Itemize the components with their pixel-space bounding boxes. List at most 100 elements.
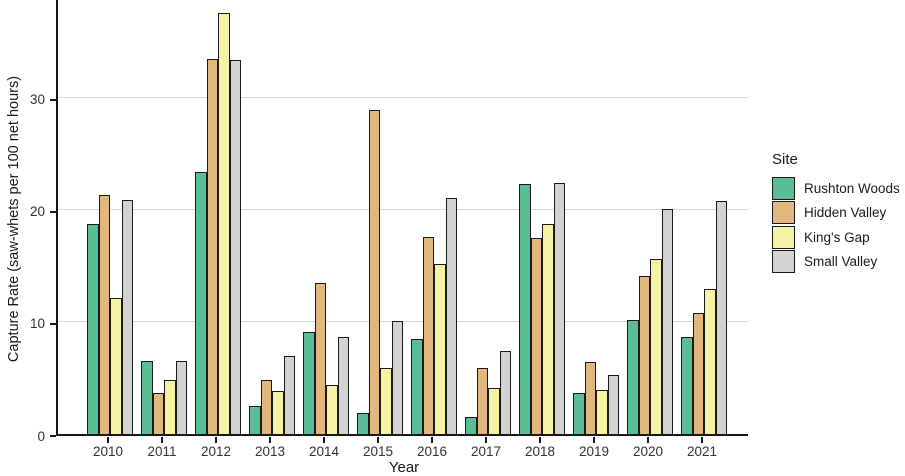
legend-entry-rushton-woods: Rushton Woods xyxy=(772,176,900,201)
legend-swatch xyxy=(772,201,795,225)
bar-2012-rushton-woods xyxy=(195,171,207,434)
y-tick-mark xyxy=(50,211,56,213)
x-tick-label-2018: 2018 xyxy=(524,444,556,459)
bar-2012-small-valley xyxy=(229,59,241,434)
bar-2019-hidden-valley xyxy=(584,362,596,434)
gridline-y-20 xyxy=(58,209,748,211)
bar-2013-rushton-woods xyxy=(249,405,261,434)
x-tick-label-2021: 2021 xyxy=(686,444,718,459)
bar-2010-rushton-woods xyxy=(87,224,99,434)
bar-2011-rushton-woods xyxy=(141,361,153,434)
bar-2016-hidden-valley xyxy=(422,236,434,434)
legend-entry-hidden-valley: Hidden Valley xyxy=(772,201,900,226)
bar-2015-hidden-valley xyxy=(368,110,380,434)
y-tick-label: 30 xyxy=(29,92,45,108)
bar-2018-rushton-woods xyxy=(519,184,531,434)
x-tick-mark xyxy=(539,437,541,443)
bar-2010-king-s-gap xyxy=(110,298,122,434)
bar-group-2013 xyxy=(249,0,295,434)
x-tick-mark xyxy=(431,437,433,443)
plot-area xyxy=(56,0,748,436)
x-tick-label-2019: 2019 xyxy=(578,444,610,459)
bar-2011-king-s-gap xyxy=(164,380,176,434)
bar-group-2010 xyxy=(87,0,133,434)
bar-2015-king-s-gap xyxy=(380,367,392,434)
y-tick-label: 10 xyxy=(29,316,45,332)
gridline-y-10 xyxy=(58,321,748,323)
bar-2019-king-s-gap xyxy=(596,390,608,434)
bar-2010-small-valley xyxy=(121,199,133,434)
y-tick-label: 20 xyxy=(29,204,45,220)
x-tick-label-2015: 2015 xyxy=(362,444,394,459)
legend-entry-small-valley: Small Valley xyxy=(772,250,900,275)
x-tick-label-2010: 2010 xyxy=(92,444,124,459)
bar-group-2016 xyxy=(411,0,457,434)
bar-2011-hidden-valley xyxy=(152,392,164,434)
bar-2013-small-valley xyxy=(283,355,295,434)
x-tick-label-2014: 2014 xyxy=(308,444,340,459)
x-tick-mark xyxy=(377,437,379,443)
bar-2017-king-s-gap xyxy=(488,388,500,434)
bar-2018-king-s-gap xyxy=(542,224,554,434)
y-tick-mark xyxy=(50,435,56,437)
legend-entry-king-s-gap: King's Gap xyxy=(772,225,900,250)
x-tick-label-2013: 2013 xyxy=(254,444,286,459)
y-tick-label: 0 xyxy=(37,428,45,444)
x-tick-label-2020: 2020 xyxy=(632,444,664,459)
bar-2017-small-valley xyxy=(499,351,511,434)
legend-label: King's Gap xyxy=(804,229,870,245)
x-tick-mark xyxy=(161,437,163,443)
bar-2013-hidden-valley xyxy=(260,380,272,434)
gridline-y-30 xyxy=(58,97,748,99)
y-tick-mark xyxy=(50,99,56,101)
bar-2012-hidden-valley xyxy=(206,58,218,434)
bar-2021-small-valley xyxy=(715,200,727,434)
x-tick-mark xyxy=(323,437,325,443)
legend-title: Site xyxy=(772,151,798,168)
bar-2014-small-valley xyxy=(337,336,349,434)
bar-2020-small-valley xyxy=(661,208,673,434)
x-tick-mark xyxy=(107,437,109,443)
bar-2016-king-s-gap xyxy=(434,263,446,434)
legend: Site Rushton Woods Hidden Valley King's Ga… xyxy=(772,151,900,274)
bar-group-2011 xyxy=(141,0,187,434)
bar-2011-small-valley xyxy=(175,361,187,434)
x-tick-label-2011: 2011 xyxy=(147,444,177,459)
x-tick-label-2012: 2012 xyxy=(200,444,232,459)
bar-2016-rushton-woods xyxy=(411,338,423,434)
bar-2014-hidden-valley xyxy=(314,282,326,434)
bar-2019-rushton-woods xyxy=(573,392,585,434)
x-tick-label-2016: 2016 xyxy=(416,444,448,459)
bar-2017-rushton-woods xyxy=(465,417,477,434)
x-tick-mark xyxy=(701,437,703,443)
legend-label: Small Valley xyxy=(804,254,878,270)
bar-group-2015 xyxy=(357,0,403,434)
bar-group-2014 xyxy=(303,0,349,434)
y-axis: 0 10 20 30 xyxy=(0,0,56,444)
bar-2020-rushton-woods xyxy=(627,319,639,434)
bar-2015-rushton-woods xyxy=(357,412,369,434)
bar-group-2018 xyxy=(519,0,565,434)
x-tick-label-2017: 2017 xyxy=(470,444,502,459)
bar-group-2020 xyxy=(627,0,673,434)
bar-2017-hidden-valley xyxy=(476,367,488,434)
x-axis-title: Year xyxy=(388,459,420,476)
legend-label: Rushton Woods xyxy=(804,180,900,196)
bar-2014-king-s-gap xyxy=(326,384,338,434)
bar-2010-hidden-valley xyxy=(98,195,110,434)
bar-2012-king-s-gap xyxy=(218,12,230,434)
bar-group-2012 xyxy=(195,0,241,434)
bar-2018-small-valley xyxy=(553,182,565,434)
legend-entries: Rushton Woods Hidden Valley King's Gap Smal… xyxy=(772,176,900,274)
legend-label: Hidden Valley xyxy=(804,205,887,221)
bar-2013-king-s-gap xyxy=(272,391,284,434)
bar-2020-king-s-gap xyxy=(650,259,662,434)
bar-2016-small-valley xyxy=(445,197,457,434)
bar-2021-hidden-valley xyxy=(692,312,704,434)
bar-2019-small-valley xyxy=(607,374,619,434)
bar-2015-small-valley xyxy=(391,320,403,434)
x-tick-mark xyxy=(215,437,217,443)
bar-2020-hidden-valley xyxy=(638,275,650,434)
x-tick-mark xyxy=(593,437,595,443)
